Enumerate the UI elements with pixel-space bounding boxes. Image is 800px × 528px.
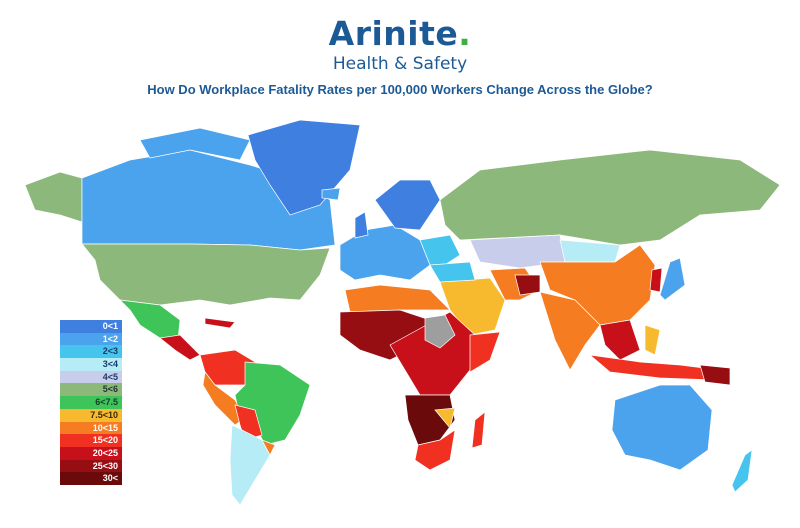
region-canada-islands (139, 127, 251, 161)
region-iceland (321, 187, 341, 201)
region-usa (81, 243, 331, 306)
legend-item: 5<6 (60, 383, 122, 397)
legend-item: 20<25 (60, 446, 122, 460)
legend-item: 7.5<10 (60, 408, 122, 422)
legend-item: 30< (60, 472, 122, 485)
region-greenland (247, 119, 361, 216)
region-eastern-europe (419, 234, 461, 269)
region-russia (439, 149, 781, 246)
legend-item: 10<15 (60, 421, 122, 435)
map-title: How Do Workplace Fatality Rates per 100,… (147, 82, 653, 97)
legend-item: 2<3 (60, 345, 122, 359)
logo-wordmark: Arinite. (328, 14, 472, 53)
legend: 0<1 1<2 2<3 3<4 4<5 5<6 6<7.5 7.5<10 10<15 15<20 2… (60, 320, 122, 485)
region-china (539, 244, 656, 326)
logo-tagline: Health & Safety (332, 54, 468, 74)
region-south-africa (414, 429, 456, 471)
region-new-zealand (731, 449, 753, 493)
region-turkey (429, 261, 476, 283)
region-horn (469, 331, 501, 373)
region-caribbean (204, 317, 236, 329)
region-se-asia (599, 319, 641, 361)
legend-item: 4<5 (60, 370, 122, 384)
region-uk (354, 211, 369, 239)
legend-item: 3<4 (60, 358, 122, 371)
region-uruguay (261, 439, 276, 456)
region-alaska (24, 171, 83, 223)
region-sahel-nodata (424, 314, 456, 349)
legend-item: 15<20 (60, 434, 122, 447)
region-north-africa (344, 284, 451, 313)
legend-item: 0<1 (60, 320, 122, 333)
region-australia (611, 384, 713, 471)
legend-item: 25<30 (60, 459, 122, 473)
legend-item: 1<2 (60, 332, 122, 346)
region-korea (649, 267, 663, 293)
region-mexico (119, 299, 181, 341)
legend-item: 6<7.5 (60, 396, 122, 409)
region-madagascar (471, 411, 486, 449)
region-india (539, 291, 601, 371)
region-japan (659, 257, 686, 301)
region-png (699, 364, 731, 386)
region-central-america (159, 334, 201, 361)
region-scandinavia (374, 179, 441, 231)
region-mozambique (434, 407, 456, 429)
region-philippines (644, 324, 661, 356)
region-europe-west (339, 224, 431, 281)
